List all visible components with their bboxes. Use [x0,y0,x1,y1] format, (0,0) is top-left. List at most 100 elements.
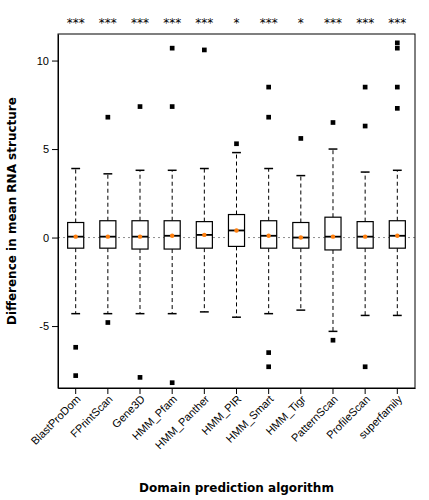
x-tick-label: HMM_Panther [153,393,212,452]
y-tick-mark [52,326,58,327]
whisker-cap [329,148,338,150]
whisker [397,170,398,220]
outlier [234,141,239,146]
box-group [261,85,277,369]
outlier [266,364,271,369]
outlier [363,85,368,90]
y-tick-label: 5 [43,143,49,155]
box [389,221,405,248]
box [196,222,212,249]
whisker-cap [71,313,80,315]
outlier [170,46,175,51]
outlier [331,338,336,343]
x-tick-mark [397,388,398,394]
box [68,223,84,249]
box-group [357,85,373,369]
y-tick-mark [52,149,58,150]
mean-point [73,234,77,238]
whisker-cap [232,152,241,154]
whisker [365,172,366,222]
outlier [138,375,143,380]
x-tick-mark [172,388,173,394]
x-tick: HMM_Panther [153,388,212,451]
box-group [196,48,212,312]
whisker [268,169,269,221]
outlier [331,120,336,125]
whisker-cap [136,170,145,172]
significance-label: *** [260,16,278,30]
y-tick-mark [52,238,58,239]
y-axis: -50510 [37,35,59,389]
y-tick: 5 [43,143,58,155]
box-group [389,41,405,316]
x-tick-label: FPrintScan [68,393,115,440]
x-tick: HMM_Smart [224,388,276,445]
outlier [266,115,271,120]
significance-label: *** [356,16,374,30]
x-tick-label: superfamily [356,392,405,441]
whisker [172,170,173,220]
y-tick-label: 0 [43,232,49,244]
x-axis-title: Domain prediction algorithm [139,481,334,495]
whisker-cap [296,309,305,311]
whisker [268,248,269,313]
significance-label: *** [99,16,117,30]
mean-point [266,234,270,238]
whisker [365,248,366,315]
box [132,221,148,249]
significance-label: * [234,16,240,30]
y-tick-mark [52,61,58,62]
whisker [204,169,205,222]
significance-label: * [298,16,304,30]
x-tick: superfamily [356,388,405,441]
box [228,215,244,247]
whisker-cap [168,170,177,172]
annotations: ***************************** [67,16,407,30]
whisker-cap [103,173,112,175]
outlier [73,345,78,350]
whisker-cap [393,315,402,317]
box-group [325,120,341,342]
whisker [332,250,333,331]
x-tick: FPrintScan [68,388,115,440]
plot-frame [58,34,415,388]
x-tick-mark [75,388,76,394]
outlier [170,380,175,385]
chart: -50510BlastProDomFPrintScanGene3DHMM_Pfa… [0,0,429,500]
outlier [106,115,111,120]
outlier [363,364,368,369]
outlier [363,124,368,129]
whisker-cap [296,175,305,177]
significance-label: *** [163,16,181,30]
x-tick-mark [332,388,333,394]
mean-point [106,234,110,238]
x-tick-mark [268,388,269,394]
box [100,221,116,248]
mean-point [331,234,335,238]
outlier [202,48,207,53]
x-axis: BlastProDomFPrintScanGene3DHMM_PfamHMM_P… [28,388,415,451]
x-tick-mark [365,388,366,394]
x-tick-mark [236,388,237,394]
outlier [395,85,400,90]
outlier [395,41,400,46]
whisker [140,170,141,220]
box-group [164,46,180,385]
box-group [68,169,84,378]
whisker [300,176,301,223]
y-axis-title: Difference in mean RNA structure [5,97,19,325]
mean-point [202,233,206,237]
box [357,222,373,249]
outlier [298,136,303,141]
whisker-cap [361,315,370,317]
whisker [107,248,108,313]
y-tick: -5 [39,320,58,332]
outlier [395,46,400,51]
significance-label: *** [324,16,342,30]
box [261,221,277,248]
plot: -50510BlastProDomFPrintScanGene3DHMM_Pfa… [28,16,415,451]
whisker [75,169,76,223]
whisker [140,249,141,314]
whisker-cap [136,313,145,315]
mean-point [138,234,142,238]
